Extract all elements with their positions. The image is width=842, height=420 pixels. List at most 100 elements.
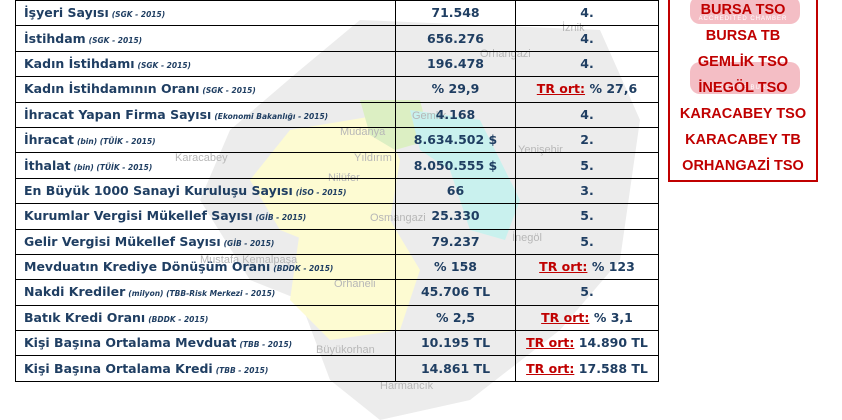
row-label-cell: Kişi Başına Ortalama Mevduat (TBB - 2015) [15, 330, 396, 357]
row-value-cell: % 29,9 [395, 76, 516, 103]
chamber-name: BURSA TSO [700, 2, 786, 18]
row-value: % 2,5 [435, 309, 476, 325]
row-rank-cell: TR ort: % 27,6 [515, 76, 659, 103]
row-source: (İSO - 2015) [295, 187, 347, 197]
row-label: Kişi Başına Ortalama Mevduat [24, 335, 237, 351]
row-source: (GİB - 2015) [223, 238, 275, 248]
row-value-cell: 8.634.502 $ [395, 126, 516, 154]
row-label: Kadın İstihdamı [24, 55, 135, 71]
row-rank: % 123 [591, 259, 635, 275]
row-label-cell: Kadın İstihdamı (SGK - 2015) [15, 50, 396, 78]
row-label: Kadın İstihdamının Oranı [24, 81, 200, 97]
row-rank: 3. [580, 182, 594, 198]
row-value-cell: 4.168 [395, 101, 516, 128]
row-rank: 14.890 TL [578, 335, 648, 351]
row-label: Gelir Vergisi Mükellef Sayısı [24, 233, 221, 249]
row-rank: 5. [580, 284, 594, 300]
row-rank-prefix: TR ort: [539, 259, 588, 275]
row-rank: 2. [580, 132, 594, 148]
chamber-name: GEMLİK TSO [697, 54, 789, 70]
chamber-name: ORHANGAZİ TSO [682, 158, 804, 174]
row-source: (TBB - 2015) [215, 365, 269, 375]
row-label: İhracat Yapan Firma Sayısı [24, 106, 212, 122]
chamber-name: İNEGÖL TSO [698, 80, 788, 96]
row-value: 10.195 TL [420, 335, 491, 351]
row-label: Mevduatın Krediye Dönüşüm Oranı [24, 259, 271, 275]
row-rank-cell: 5. [515, 203, 659, 230]
row-label: Kurumlar Vergisi Mükellef Sayısı [24, 208, 253, 224]
row-source: (GİB - 2015) [255, 213, 307, 223]
row-rank: 4. [580, 106, 594, 122]
chamber-name: BURSA TB [705, 28, 781, 44]
row-label: Batık Kredi Oranı [24, 309, 146, 325]
row-value: % 158 [434, 259, 477, 275]
logo-caption: ACCREDITED CHAMBER [698, 16, 788, 22]
row-value: 8.634.502 $ [413, 132, 498, 148]
row-label-cell: Nakdi Krediler (milyon) (TBB-Risk Merkezi… [15, 279, 396, 306]
row-rank-cell: 4. [515, 25, 659, 52]
table-row: En Büyük 1000 Sanayi Kuruluşu Sayısı (İSO… [15, 177, 659, 205]
row-rank-cell: TR ort: % 123 [515, 253, 659, 281]
row-source: (BDDK - 2015) [148, 314, 209, 324]
row-source: (bin) (TÜİK - 2015) [73, 162, 153, 172]
row-label: En Büyük 1000 Sanayi Kuruluşu Sayısı [24, 182, 293, 198]
row-value-cell: 196.478 [395, 50, 516, 78]
row-label-cell: İthalat (bin) (TÜİK - 2015) [15, 152, 396, 179]
row-rank-cell: 3. [515, 177, 659, 205]
row-source: (SGK - 2015) [202, 86, 256, 96]
row-source: (Ekonomi Bakanlığı - 2015) [214, 111, 329, 121]
row-label-cell: Kadın İstihdamının Oranı (SGK - 2015) [15, 76, 396, 103]
row-label-cell: Mevduatın Krediye Dönüşüm Oranı (BDDK - 2… [15, 253, 396, 281]
row-value-cell: 25.330 [395, 203, 516, 230]
row-value-cell: 8.050.555 $ [395, 152, 516, 179]
chamber-name: KARACABEY TSO [679, 106, 807, 122]
table-row: İhracat Yapan Firma Sayısı (Ekonomi Bakan… [15, 101, 659, 128]
row-source: (SGK - 2015) [137, 60, 191, 70]
table-row: Kurumlar Vergisi Mükellef Sayısı (GİB - 2… [15, 203, 659, 230]
row-source: (bin) (TÜİK - 2015) [76, 137, 156, 147]
row-rank-prefix: TR ort: [526, 335, 575, 351]
table-row: Kişi Başına Ortalama Mevduat (TBB - 2015)… [15, 330, 659, 357]
table-row: İşyeri Sayısı (SGK - 2015) 71.548 4. [15, 0, 659, 27]
row-rank-cell: 5. [515, 228, 659, 255]
table-row: Kişi Başına Ortalama Kredi (TBB - 2015) 1… [15, 355, 659, 382]
row-value: 66 [446, 182, 465, 198]
accredited-chamber-logo [690, 0, 800, 24]
row-source: (milyon) (TBB-Risk Merkezi - 2015) [128, 289, 276, 299]
row-label-cell: İhracat Yapan Firma Sayısı (Ekonomi Bakan… [15, 101, 396, 128]
row-rank-cell: TR ort: % 3,1 [515, 304, 659, 332]
table-row: Mevduatın Krediye Dönüşüm Oranı (BDDK - 2… [15, 253, 659, 281]
logo-caption: AKREDİTE BURSA [709, 85, 777, 91]
table-row: İstihdam (SGK - 2015) 656.276 4. [15, 25, 659, 52]
row-label-cell: Gelir Vergisi Mükellef Sayısı (GİB - 2015… [15, 228, 396, 255]
row-source: (BDDK - 2015) [273, 264, 334, 274]
row-value-cell: 45.706 TL [395, 279, 516, 306]
row-label: İhracat [24, 132, 74, 148]
row-value-cell: % 2,5 [395, 304, 516, 332]
row-rank: 4. [580, 5, 594, 21]
row-source: (SGK - 2015) [88, 35, 143, 45]
row-rank-prefix: TR ort: [541, 309, 590, 325]
row-rank: % 27,6 [589, 81, 638, 97]
row-label-cell: Kurumlar Vergisi Mükellef Sayısı (GİB - 2… [15, 203, 396, 230]
row-rank: 5. [580, 208, 594, 224]
row-value: 4.168 [435, 106, 476, 122]
table-row: İthalat (bin) (TÜİK - 2015) 8.050.555 $ 5… [15, 152, 659, 179]
row-label: İstihdam [24, 30, 86, 46]
row-value-cell: 10.195 TL [395, 330, 516, 357]
row-value: 71.548 [431, 5, 480, 21]
row-value-cell: 79.237 [395, 228, 516, 255]
row-rank: % 3,1 [593, 309, 633, 325]
row-label-cell: Batık Kredi Oranı (BDDK - 2015) [15, 304, 396, 332]
chamber-name: KARACABEY TB [685, 132, 801, 148]
row-rank: 4. [580, 55, 594, 71]
row-value-cell: 71.548 [395, 0, 516, 27]
row-rank: 5. [580, 233, 594, 249]
row-value: 656.276 [427, 30, 484, 46]
row-value: 196.478 [427, 55, 484, 71]
row-value-cell: 66 [395, 177, 516, 205]
row-value: 8.050.555 $ [413, 157, 498, 173]
row-label-cell: İstihdam (SGK - 2015) [15, 25, 396, 52]
row-rank-cell: 5. [515, 152, 659, 179]
row-value: 79.237 [431, 233, 480, 249]
